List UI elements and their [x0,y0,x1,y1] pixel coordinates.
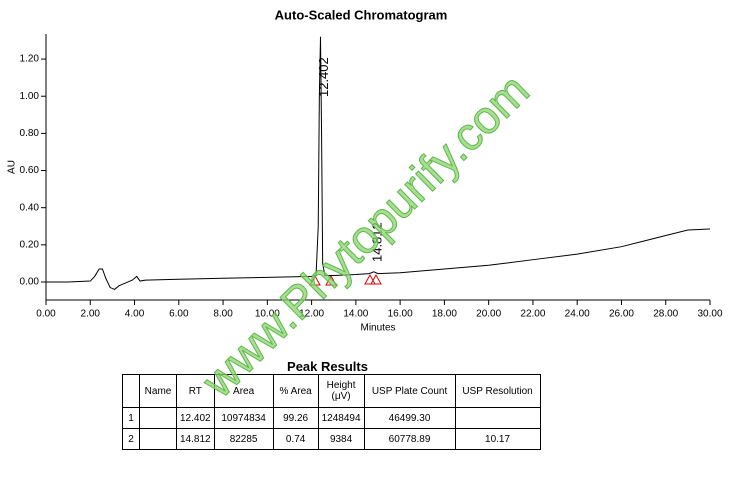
y-tick-label: 0.40 [20,202,40,213]
table-cell [139,428,177,450]
x-tick-label: 12.00 [299,309,324,320]
table-cell: 9384 [317,428,365,450]
results-table: Name RT Area% Area Height (μV) USP Plate Cou… [122,374,541,450]
table-cell: Area [213,374,274,408]
table-cell: 10974834 [213,407,274,429]
y-tick-label: 1.20 [20,54,40,65]
table-title: Peak Results [287,359,368,374]
table-cell: 46499.30 [363,407,456,429]
table-cell: 2 [122,428,140,450]
table-cell [122,374,140,408]
table-cell: 0.74 [272,428,319,450]
peak-markers [309,273,382,286]
table-row: 2 14.812 82285 0.74 9384 60778.89 10.17 [122,428,541,450]
x-tick-label: 28.00 [653,309,678,320]
peak-label: 12.402 [316,57,331,97]
y-axis-label: AU [7,160,18,174]
x-tick-label: 4.00 [125,309,145,320]
chart: Auto-Scaled Chromatogram AU Minutes 0.00… [7,7,723,334]
table-cell: 99.26 [272,407,319,429]
peak-label: 14.812 [369,222,384,262]
x-tick-label: 0.00 [36,309,56,320]
table-cell: 60778.89 [363,428,456,450]
x-tick-label: 30.00 [697,309,722,320]
x-tick-label: 22.00 [520,309,545,320]
x-tick-label: 24.00 [565,309,590,320]
table-cell: 14.812 [176,428,215,450]
table-cell: USP Resolution [454,374,541,408]
x-tick-label: 6.00 [169,309,189,320]
x-tick-label: 18.00 [432,309,457,320]
x-tick-label: 20.00 [476,309,501,320]
y-tick-label: 0.60 [20,165,40,176]
y-tick-label: 0.20 [20,239,40,250]
table-cell: Name [139,374,177,408]
y-tick-label: 0.00 [20,277,40,288]
table-cell: 1248494 [317,407,365,429]
x-tick-label: 26.00 [609,309,634,320]
x-tick-label: 10.00 [255,309,280,320]
x-tick-label: 8.00 [213,309,233,320]
x-tick-label: 14.00 [343,309,368,320]
table-cell: 1 [122,407,140,429]
table-header-row: Name RT Area% Area Height (μV) USP Plate Cou… [122,374,541,408]
table-cell: USP Plate Count [363,374,456,408]
table-cell: % Area [272,374,319,408]
table-cell: Height (μV) [317,374,365,408]
table-cell: 10.17 [454,428,541,450]
table-cell: 82285 [213,428,274,450]
table-cell: RT [176,374,215,408]
x-axis-label: Minutes [360,323,395,334]
table-cell: 12.402 [176,407,215,429]
x-tick-label: 16.00 [388,309,413,320]
x-tick-label: 2.00 [81,309,101,320]
table-row: 1 12.402 10974834 99.26 1248494 46499.30 [122,407,541,429]
y-tick-label: 0.80 [20,128,40,139]
peak-triangle [309,273,382,286]
table-cell [139,407,177,429]
y-tick-label: 1.00 [20,91,40,102]
table-cell [454,407,541,429]
chromatogram-line [46,36,711,290]
chart-title: Auto-Scaled Chromatogram [275,7,448,22]
